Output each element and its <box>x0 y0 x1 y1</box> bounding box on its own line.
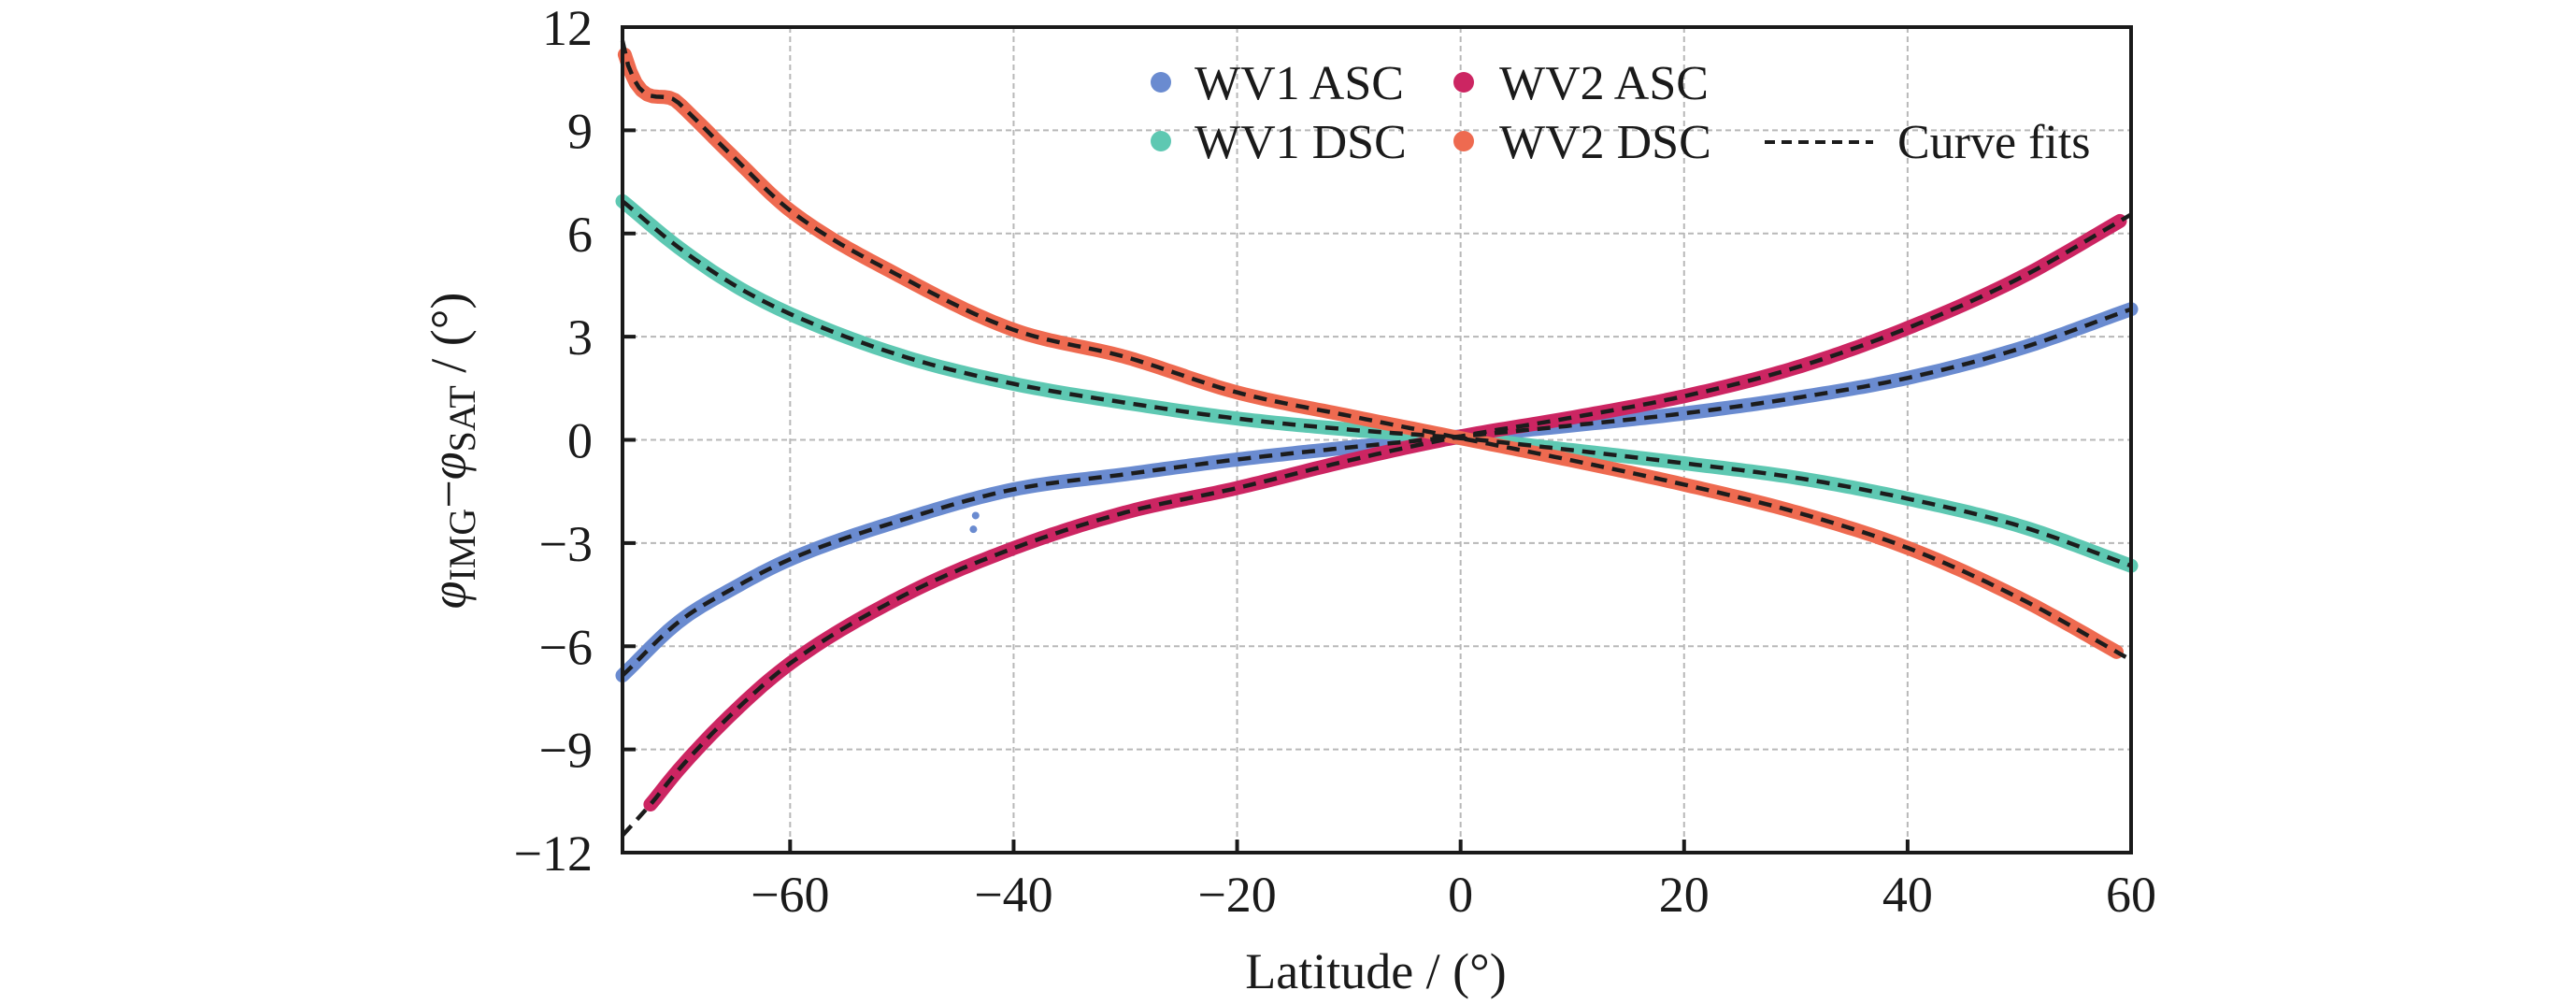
y-tick-label: −3 <box>539 516 593 572</box>
y-tick-label: −6 <box>539 619 593 675</box>
fit-line-wv1-asc <box>621 307 2132 678</box>
y-tick-label: 0 <box>567 413 593 469</box>
legend-label-wv1-asc: WV1 ASC <box>1195 57 1404 110</box>
legend-marker-wv2-dsc <box>1453 131 1474 151</box>
x-tick-label: 60 <box>2106 867 2156 923</box>
x-axis-title: Latitude / (°) <box>1245 943 1507 999</box>
y-axis-symbol-2: φ <box>421 452 477 480</box>
legend-marker-wv1-dsc <box>1151 131 1171 151</box>
legend-marker-wv1-asc <box>1151 72 1171 93</box>
legend-item-wv1-asc: WV1 ASC <box>1151 57 1404 110</box>
data-band-wv2-asc <box>643 213 2127 811</box>
y-axis-subscript-1: IMG <box>441 509 483 581</box>
x-tick-labels: −60 −40 −20 0 20 40 60 <box>751 867 2156 923</box>
y-tick-label: −12 <box>514 826 593 882</box>
legend-label-wv2-asc: WV2 ASC <box>1499 57 1709 110</box>
y-tick-labels: −12 −9 −6 −3 0 3 6 9 12 <box>514 0 593 882</box>
curve-fits <box>620 40 2133 838</box>
y-tick-label: 9 <box>567 103 593 159</box>
y-tick-label: 3 <box>567 309 593 366</box>
x-tick-label: −60 <box>751 867 829 923</box>
legend-label-wv2-dsc: WV2 DSC <box>1499 116 1711 169</box>
x-tick-label: −20 <box>1197 867 1276 923</box>
legend-item-curve-fits: Curve fits <box>1765 116 2091 169</box>
y-axis-title: φIMG−φSAT / (°) <box>421 293 483 610</box>
x-tick-label: 40 <box>1882 867 1933 923</box>
legend-item-wv1-dsc: WV1 DSC <box>1151 116 1407 169</box>
fit-line-wv2-asc <box>621 212 2133 838</box>
fit-line-wv2-dsc <box>620 40 2133 662</box>
y-axis-minus: − <box>421 480 477 508</box>
legend-label-curve-fits: Curve fits <box>1897 116 2091 169</box>
legend-item-wv2-asc: WV2 ASC <box>1453 57 1709 110</box>
y-axis-subscript-2: SAT <box>441 385 483 452</box>
fit-line-wv1-dsc <box>621 199 2132 568</box>
y-axis-symbol-1: φ <box>421 581 477 609</box>
outlier-point-wv1-asc <box>969 525 978 534</box>
y-axis-unit: / (°) <box>421 293 477 386</box>
legend-marker-wv2-asc <box>1453 72 1474 93</box>
legend-item-wv2-dsc: WV2 DSC <box>1453 116 1711 169</box>
x-tick-label: 0 <box>1448 867 1473 923</box>
x-tick-label: −40 <box>974 867 1052 923</box>
y-tick-label: 6 <box>567 207 593 263</box>
x-tick-label: 20 <box>1659 867 1710 923</box>
y-tick-label: 12 <box>542 0 593 56</box>
legend-label-wv1-dsc: WV1 DSC <box>1195 116 1407 169</box>
legend: WV1 ASC WV2 ASC WV1 DSC WV2 DSC Curve fi… <box>1151 57 2091 169</box>
y-tick-label: −9 <box>539 723 593 779</box>
axis-ticks <box>623 128 1910 853</box>
outlier-point-wv1-asc <box>971 511 980 520</box>
